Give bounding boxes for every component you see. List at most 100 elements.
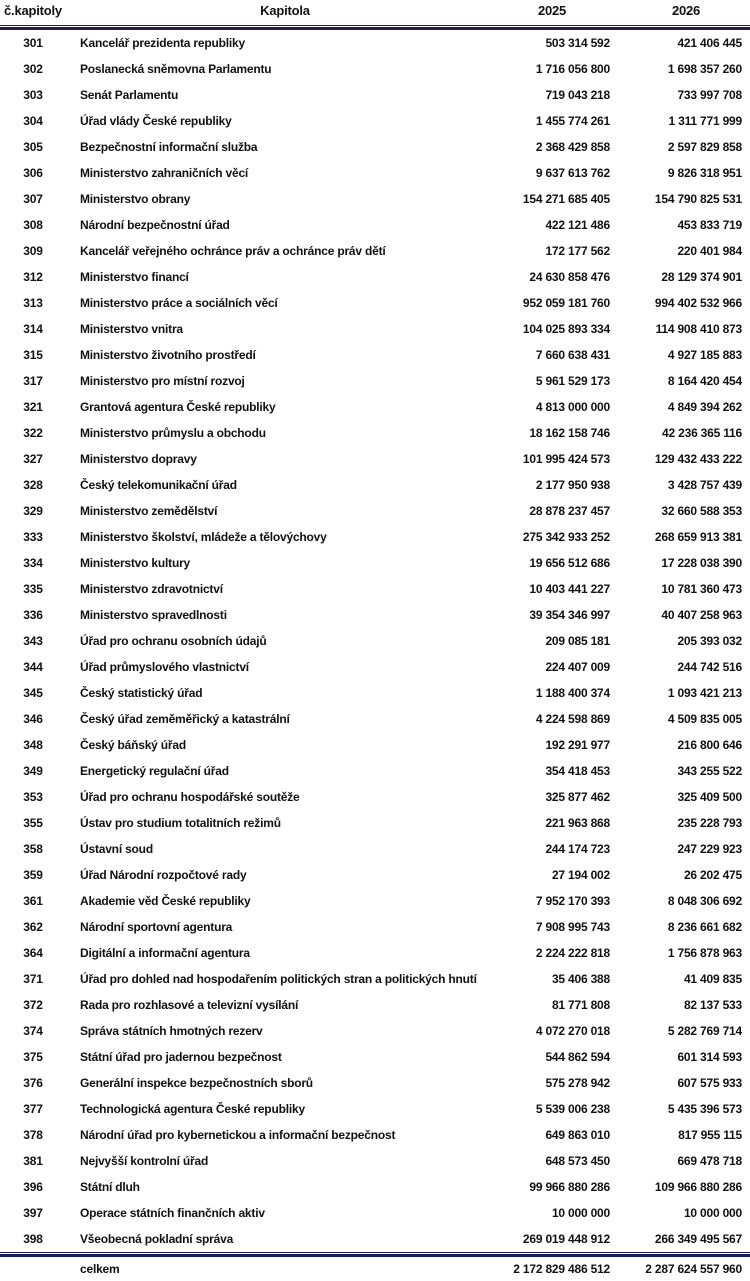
value-2025-cell: 649 863 010 <box>545 1128 610 1142</box>
value-2025-cell: 224 407 009 <box>545 660 610 674</box>
column-header-2025: 2025 <box>537 3 567 18</box>
value-2026-cell: 40 407 258 963 <box>661 608 742 622</box>
table-row: 312 Ministerstvo financí 24 630 858 476 … <box>0 264 750 290</box>
total-label: celkem <box>80 1262 120 1276</box>
chapter-name-cell: Ministerstvo zahraničních věcí <box>80 166 249 180</box>
table-row: 328 Český telekomunikační úřad 2 177 950… <box>0 472 750 498</box>
table-row: 378 Národní úřad pro kybernetickou a inf… <box>0 1122 750 1148</box>
total-row-empty-cell <box>0 1257 80 1281</box>
chapter-number-cell: 306 <box>23 166 43 180</box>
chapter-number-cell: 358 <box>23 842 43 856</box>
value-2025-cell: 39 354 346 997 <box>529 608 610 622</box>
chapter-name-cell: Český statistický úřad <box>80 686 203 700</box>
table-row: 309 Kancelář veřejného ochránce práv a o… <box>0 238 750 264</box>
table-row: 327 Ministerstvo dopravy 101 995 424 573… <box>0 446 750 472</box>
chapter-name-cell: Úřad pro ochranu hospodářské soutěže <box>80 790 300 804</box>
table-row: 375 Státní úřad pro jadernou bezpečnost … <box>0 1044 750 1070</box>
chapter-name-cell: Ústav pro studium totalitních režimů <box>80 816 281 830</box>
table-row: 358 Ústavní soud 244 174 723 247 229 923 <box>0 836 750 862</box>
chapter-number-cell: 327 <box>23 452 43 466</box>
value-2025-cell: 503 314 592 <box>545 36 610 50</box>
value-2025-cell: 275 342 933 252 <box>522 530 610 544</box>
table-row: 376 Generální inspekce bezpečnostních sb… <box>0 1070 750 1096</box>
table-row: 333 Ministerstvo školství, mládeže a těl… <box>0 524 750 550</box>
chapter-number-cell: 307 <box>23 192 43 206</box>
table-row: 306 Ministerstvo zahraničních věcí 9 637… <box>0 160 750 186</box>
double-rule <box>0 25 750 30</box>
chapter-name-cell: Generální inspekce bezpečnostních sborů <box>80 1076 313 1090</box>
chapter-name-cell: Český báňský úřad <box>80 738 186 752</box>
value-2025-cell: 325 877 462 <box>545 790 610 804</box>
table-row: 304 Úřad vlády České republiky 1 455 774… <box>0 108 750 134</box>
value-2026-cell: 8 236 661 682 <box>667 920 742 934</box>
chapter-name-cell: Akademie věd České republiky <box>80 894 251 908</box>
value-2025-cell: 354 418 453 <box>545 764 610 778</box>
chapter-name-cell: Správa státních hmotných rezerv <box>80 1024 263 1038</box>
value-2025-cell: 35 406 388 <box>551 972 610 986</box>
value-2025-cell: 2 224 222 818 <box>535 946 610 960</box>
chapter-number-cell: 317 <box>23 374 43 388</box>
value-2026-cell: 607 575 933 <box>677 1076 742 1090</box>
value-2026-cell: 205 393 032 <box>677 634 742 648</box>
value-2026-cell: 268 659 913 381 <box>654 530 742 544</box>
value-2026-cell: 453 833 719 <box>677 218 742 232</box>
value-2025-cell: 28 878 237 457 <box>529 504 610 518</box>
chapter-number-cell: 343 <box>23 634 43 648</box>
value-2025-cell: 1 716 056 800 <box>535 62 610 76</box>
chapter-number-cell: 374 <box>23 1024 43 1038</box>
value-2025-cell: 18 162 158 746 <box>529 426 610 440</box>
value-2025-cell: 7 908 995 743 <box>535 920 610 934</box>
table-row: 346 Český úřad zeměměřický a katastrální… <box>0 706 750 732</box>
table-row: 301 Kancelář prezidenta republiky 503 31… <box>0 30 750 56</box>
total-value-2026: 2 287 624 557 960 <box>645 1262 742 1276</box>
chapter-number-cell: 372 <box>23 998 43 1012</box>
chapter-number-cell: 355 <box>23 816 43 830</box>
chapter-number-cell: 312 <box>23 270 43 284</box>
chapter-name-cell: Národní bezpečnostní úřad <box>80 218 230 232</box>
chapter-number-cell: 302 <box>23 62 43 76</box>
value-2026-cell: 10 000 000 <box>683 1206 742 1220</box>
chapter-number-cell: 376 <box>23 1076 43 1090</box>
value-2026-cell: 9 826 318 951 <box>667 166 742 180</box>
value-2025-cell: 952 059 181 760 <box>522 296 610 310</box>
chapter-name-cell: Úřad Národní rozpočtové rady <box>80 868 247 882</box>
total-value-2025: 2 172 829 486 512 <box>513 1262 610 1276</box>
chapter-number-cell: 397 <box>23 1206 43 1220</box>
chapter-name-cell: Rada pro rozhlasové a televizní vysílání <box>80 998 299 1012</box>
value-2026-cell: 17 228 038 390 <box>661 556 742 570</box>
chapter-name-cell: Ministerstvo obrany <box>80 192 191 206</box>
chapter-name-cell: Digitální a informační agentura <box>80 946 250 960</box>
chapter-number-cell: 349 <box>23 764 43 778</box>
value-2026-cell: 1 311 771 999 <box>668 114 743 128</box>
value-2026-cell: 8 164 420 454 <box>667 374 742 388</box>
chapter-number-cell: 309 <box>23 244 43 258</box>
value-2026-cell: 421 406 445 <box>677 36 742 50</box>
value-2026-cell: 4 927 185 883 <box>667 348 742 362</box>
value-2026-cell: 109 966 880 286 <box>654 1180 742 1194</box>
column-header-chapter-name: Kapitola <box>260 3 310 18</box>
chapter-name-cell: Ministerstvo dopravy <box>80 452 197 466</box>
value-2026-cell: 4 509 835 005 <box>667 712 742 726</box>
chapter-name-cell: Státní úřad pro jadernou bezpečnost <box>80 1050 282 1064</box>
header-row: č.kapitoly Kapitola 2025 2026 <box>0 0 750 25</box>
value-2025-cell: 9 637 613 762 <box>535 166 610 180</box>
value-2025-cell: 209 085 181 <box>545 634 610 648</box>
value-2025-cell: 2 177 950 938 <box>535 478 610 492</box>
table-row: 308 Národní bezpečnostní úřad 422 121 48… <box>0 212 750 238</box>
value-2026-cell: 42 236 365 116 <box>662 426 742 440</box>
chapter-name-cell: Ministerstvo školství, mládeže a tělovýc… <box>80 530 327 544</box>
chapter-number-cell: 345 <box>23 686 43 700</box>
value-2026-cell: 216 800 646 <box>677 738 742 752</box>
table-row: 396 Státní dluh 99 966 880 286 109 966 8… <box>0 1174 750 1200</box>
value-2025-cell: 544 862 594 <box>545 1050 610 1064</box>
table-row: 348 Český báňský úřad 192 291 977 216 80… <box>0 732 750 758</box>
value-2025-cell: 2 368 429 858 <box>535 140 610 154</box>
value-2025-cell: 648 573 450 <box>545 1154 610 1168</box>
table-row: 397 Operace státních finančních aktiv 10… <box>0 1200 750 1226</box>
chapter-number-cell: 314 <box>23 322 43 336</box>
chapter-number-cell: 378 <box>23 1128 43 1142</box>
chapter-number-cell: 364 <box>23 946 43 960</box>
chapter-name-cell: Kancelář veřejného ochránce práv a ochrá… <box>80 244 386 258</box>
chapter-name-cell: Národní úřad pro kybernetickou a informa… <box>80 1128 396 1142</box>
